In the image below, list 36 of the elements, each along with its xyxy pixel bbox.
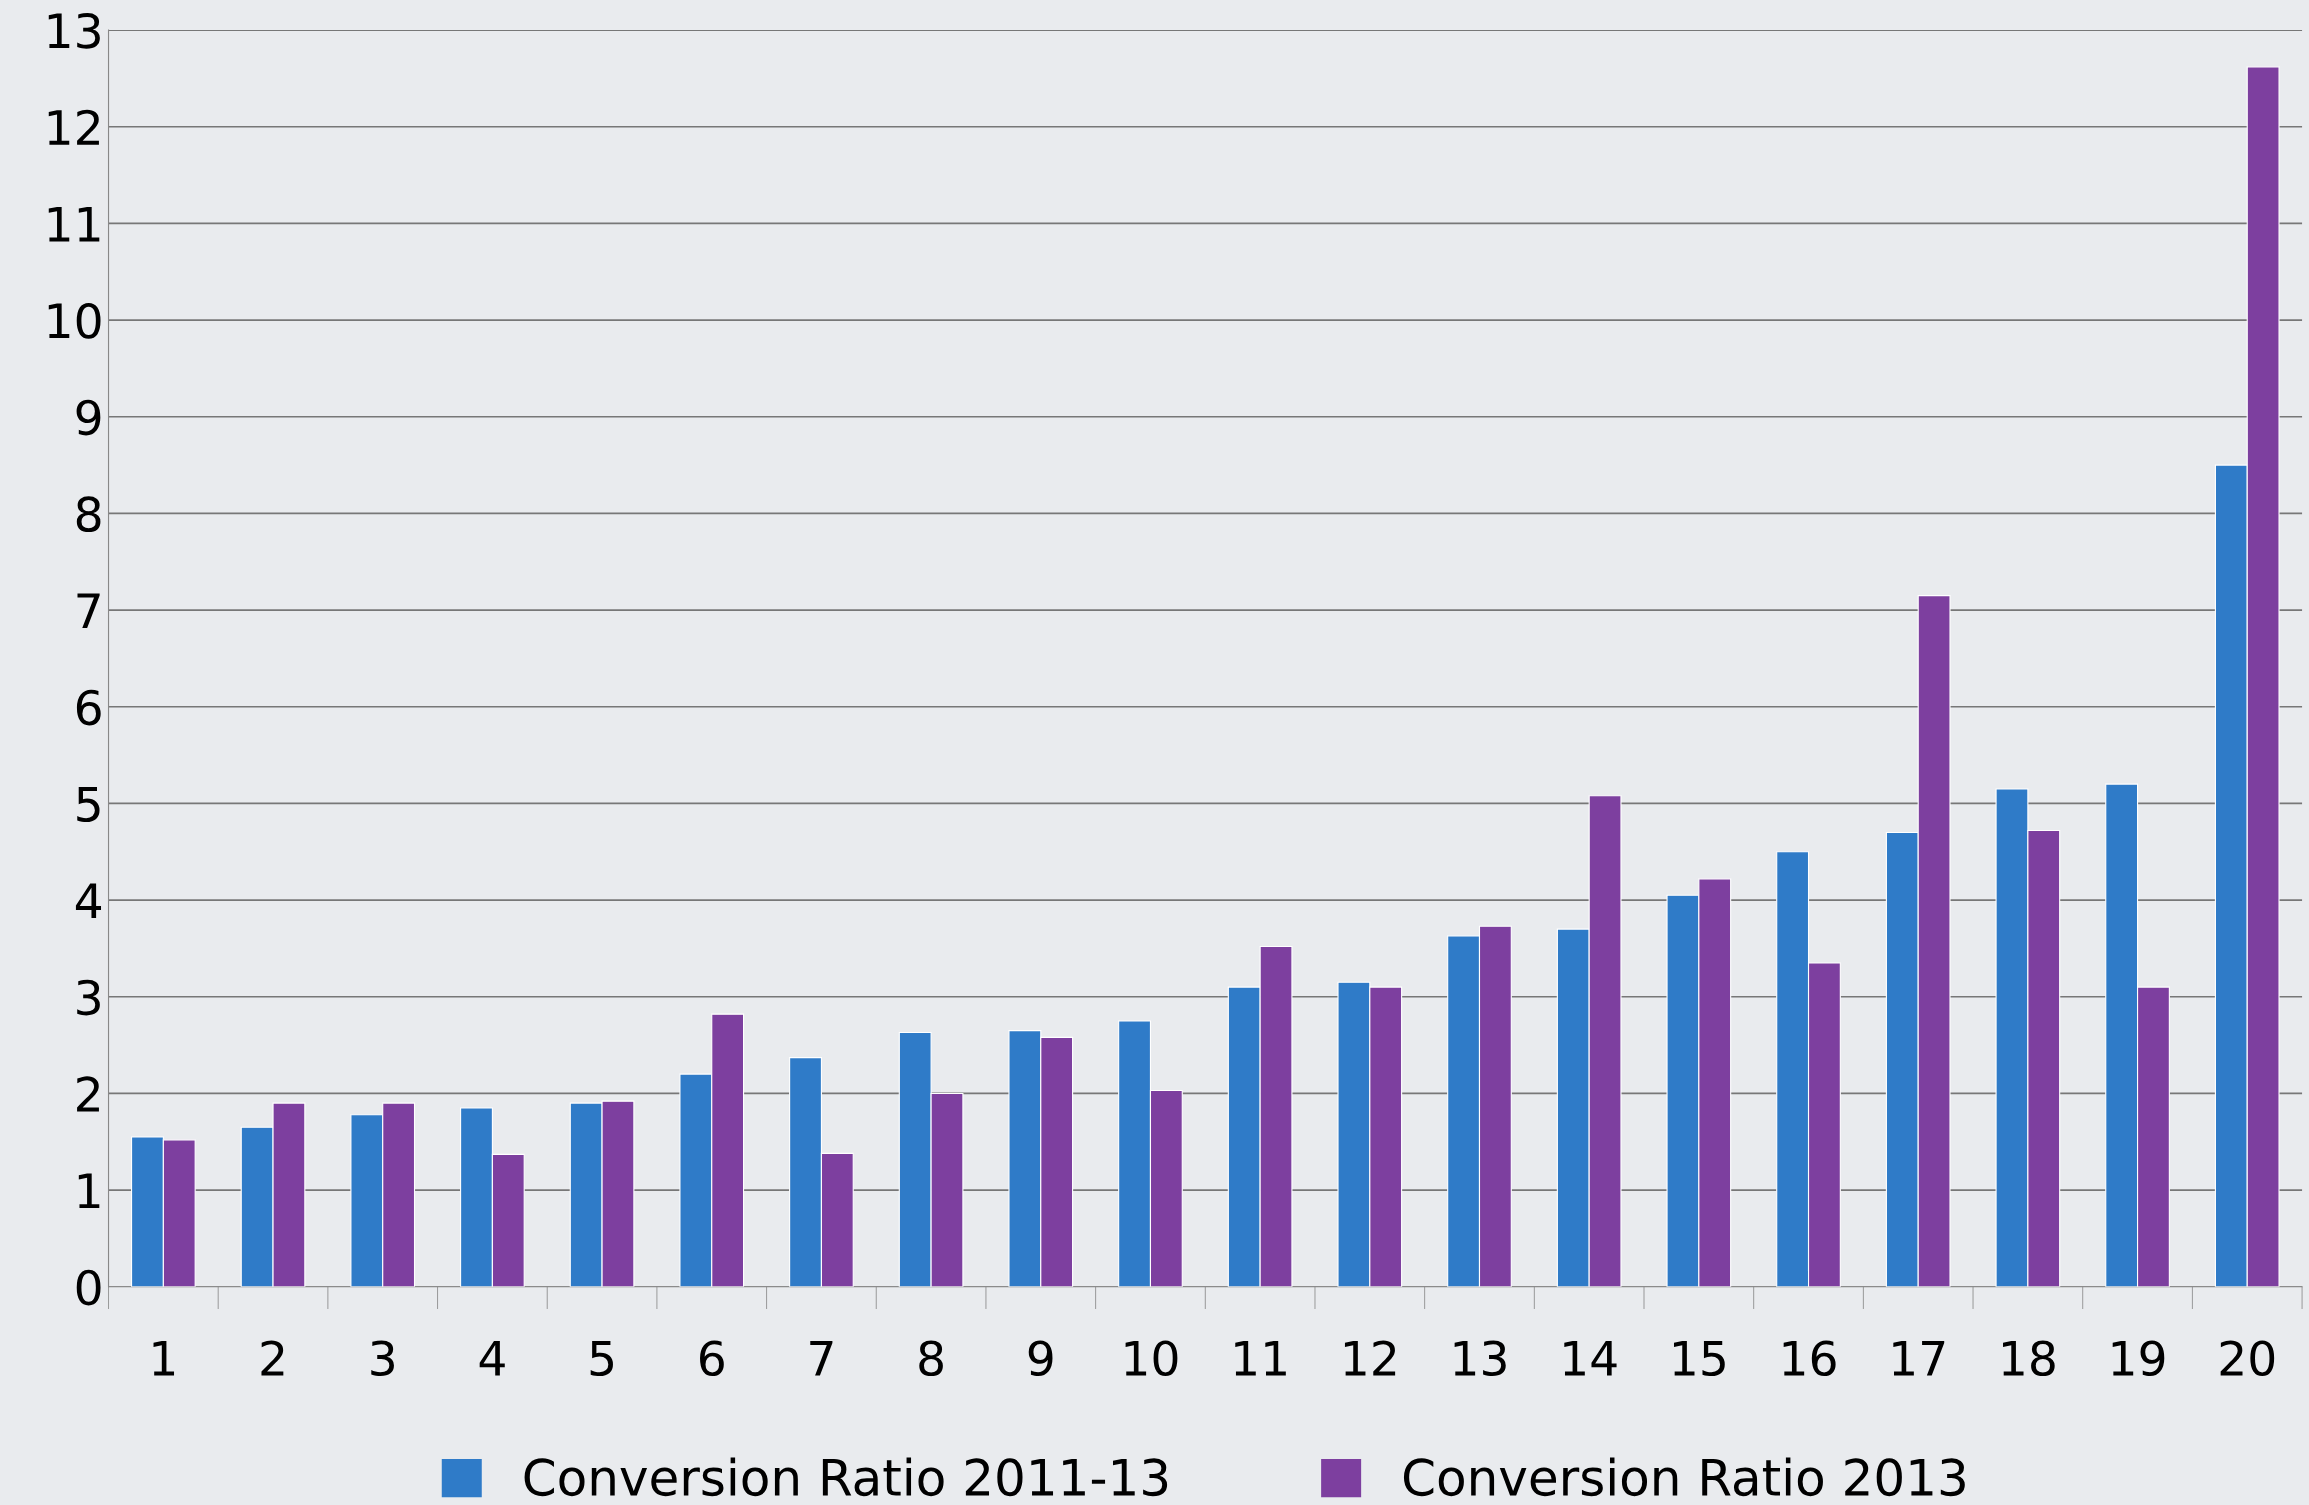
x-tick-label: 9 (1028, 1340, 1053, 1377)
x-tick-label: 19 (2112, 1340, 2165, 1377)
x-tick-label: 12 (1344, 1340, 1396, 1376)
y-tick-label: 1 (78, 1173, 100, 1209)
x-tick-label: 3 (371, 1340, 394, 1377)
y-tick-label: 2 (77, 1076, 99, 1112)
y-tick-label: 13 (48, 12, 100, 49)
y-tick-label: 11 (48, 206, 100, 242)
x-tick-label: 10 (1125, 1340, 1178, 1377)
y-tick-label: 6 (76, 689, 101, 726)
y-tick-label: 9 (76, 399, 101, 436)
y-tick-label: 3 (77, 979, 100, 1016)
x-tick-label: 18 (2003, 1340, 2055, 1377)
x-tick-label: 6 (700, 1340, 724, 1377)
x-tick-label: 5 (590, 1341, 613, 1377)
y-tick-label: 8 (76, 496, 101, 533)
y-tick-label: 0 (76, 1269, 101, 1306)
x-tick-label: 1 (153, 1341, 175, 1376)
x-tick-label: 14 (1564, 1341, 1617, 1376)
legend-label: Conversion Ratio 2013 (1403, 1457, 1965, 1497)
x-tick-label: 13 (1454, 1340, 1506, 1377)
y-tick-label: 12 (48, 109, 99, 145)
x-tick-label: 15 (1673, 1341, 1725, 1377)
y-tick-label: 5 (77, 786, 100, 823)
x-tick-label: 11 (1235, 1341, 1286, 1376)
x-tick-label: 2 (261, 1340, 284, 1376)
x-tick-label: 8 (919, 1340, 943, 1377)
x-tick-label: 20 (2220, 1340, 2275, 1377)
x-tick-label: 4 (479, 1341, 505, 1376)
x-tick-label: 16 (1783, 1340, 1836, 1377)
x-tick-label: 7 (810, 1341, 833, 1376)
x-tick-label: 17 (1893, 1341, 1945, 1376)
legend-label: Conversion Ratio 2011-13 (524, 1457, 1168, 1497)
y-tick-label: 7 (77, 593, 100, 629)
y-tick-label: 4 (75, 883, 102, 919)
y-tick-label: 10 (48, 302, 101, 339)
